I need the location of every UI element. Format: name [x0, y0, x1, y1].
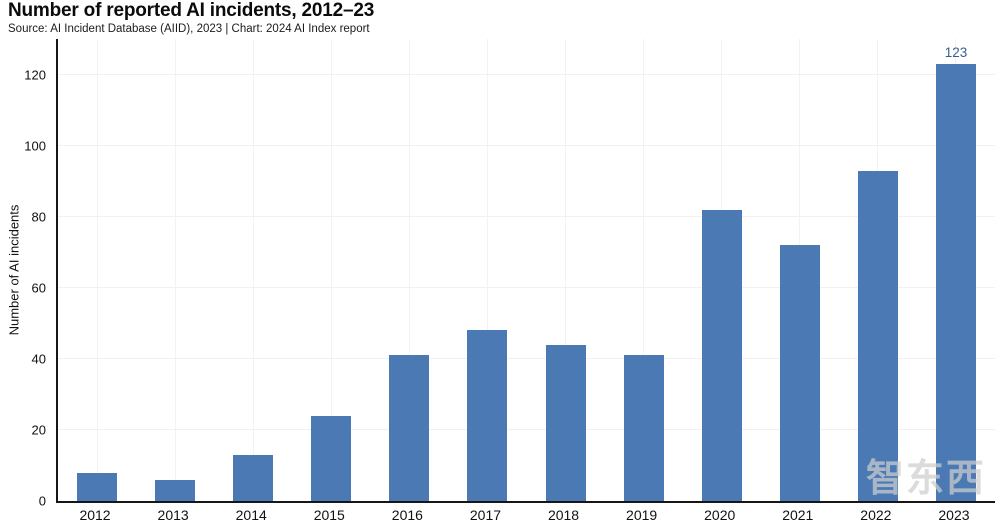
y-axis-title: Number of AI incidents — [6, 204, 22, 336]
bar-2020 — [701, 209, 742, 501]
x-tick-label: 2013 — [157, 507, 189, 523]
x-gridline — [252, 39, 254, 501]
x-tick-label: 2022 — [860, 507, 892, 523]
x-tick-label: 2021 — [782, 507, 814, 523]
x-tick-label: 2023 — [938, 507, 970, 523]
y-tick-label: 60 — [31, 280, 46, 296]
x-tick-label: 2018 — [547, 507, 580, 523]
y-gridline — [58, 429, 995, 431]
bar-2014 — [233, 454, 274, 501]
x-tick-label: 2014 — [235, 507, 267, 523]
bar-2021 — [779, 245, 820, 501]
bar-2022 — [857, 170, 898, 501]
x-tick-label: 2017 — [469, 507, 502, 523]
plot-area: 123 — [56, 39, 995, 503]
x-gridline — [174, 39, 176, 501]
y-tick-label: 100 — [24, 138, 46, 154]
bar-2015 — [311, 415, 352, 501]
y-tick-label: 80 — [31, 209, 46, 225]
bar-2012 — [77, 472, 118, 501]
x-tick-label: 2012 — [79, 507, 111, 523]
bar-2023 — [935, 63, 976, 501]
x-gridline — [565, 39, 567, 501]
bar-2017 — [467, 330, 508, 501]
y-tick-label: 40 — [31, 351, 46, 367]
bar-2018 — [545, 344, 586, 501]
x-tick-label: 2015 — [313, 507, 345, 523]
x-tick-label: 2020 — [704, 507, 736, 523]
y-gridline — [58, 145, 995, 147]
bar-2013 — [155, 479, 196, 501]
y-tick-label: 0 — [38, 493, 46, 509]
bar-2016 — [389, 355, 430, 501]
chart-title: Number of reported AI incidents, 2012–23 — [8, 0, 375, 21]
y-tick-label: 120 — [24, 67, 46, 83]
y-gridline — [58, 287, 995, 289]
chart-subtitle: Source: AI Incident Database (AIID), 202… — [8, 23, 370, 35]
y-gridline — [58, 74, 995, 76]
x-tick-label: 2019 — [626, 507, 658, 523]
y-gridline — [58, 358, 995, 360]
x-tick-label: 2016 — [391, 507, 423, 523]
x-gridline — [643, 39, 645, 501]
x-gridline — [486, 39, 488, 501]
x-gridline — [408, 39, 410, 501]
y-gridline — [58, 216, 995, 218]
x-gridline — [330, 39, 332, 501]
y-tick-label: 20 — [31, 422, 46, 438]
x-gridline — [96, 39, 98, 501]
bar-2019 — [623, 355, 664, 501]
bar-value-annotation: 123 — [944, 44, 968, 60]
